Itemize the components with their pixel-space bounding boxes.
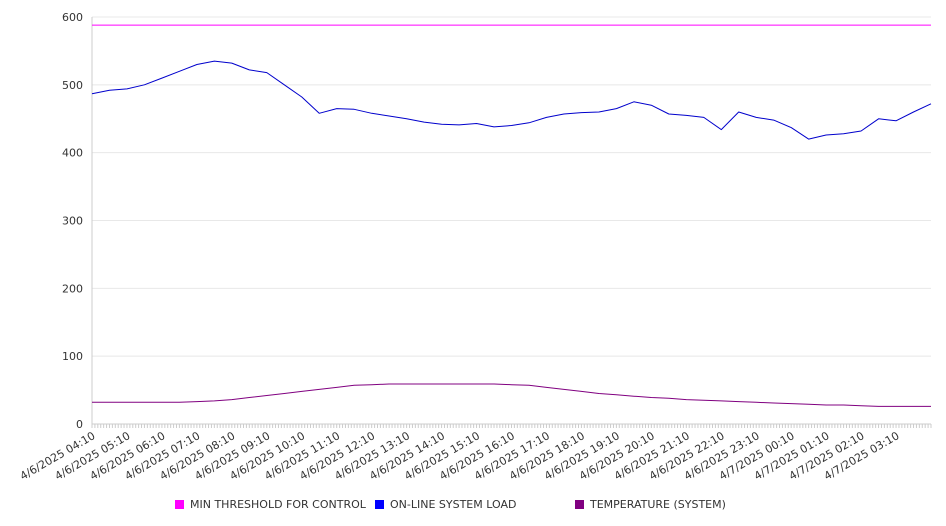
y-tick-label: 0: [76, 418, 83, 431]
legend-swatch-temperature: [575, 500, 584, 509]
y-tick-label: 600: [62, 11, 83, 24]
y-tick-label: 100: [62, 350, 83, 363]
y-tick-label: 400: [62, 147, 83, 160]
legend: MIN THRESHOLD FOR CONTROL ON-LINE SYSTEM…: [0, 498, 946, 514]
legend-swatch-system-load: [375, 500, 384, 509]
y-tick-label: 300: [62, 215, 83, 228]
legend-label-system-load: ON-LINE SYSTEM LOAD: [390, 498, 517, 511]
x-axis-ticks: 4/6/2025 04:104/6/2025 05:104/6/2025 06:…: [18, 424, 932, 483]
legend-swatch-min-threshold: [175, 500, 184, 509]
y-axis-ticks: 0 100 200 300 400 500 600: [62, 11, 83, 431]
legend-item-temperature: TEMPERATURE (SYSTEM): [575, 498, 726, 511]
series-layer: [91, 24, 932, 407]
legend-label-min-threshold: MIN THRESHOLD FOR CONTROL: [190, 498, 366, 511]
y-tick-label: 500: [62, 79, 83, 92]
y-tick-label: 200: [62, 282, 83, 295]
series-line-1: [91, 60, 932, 140]
legend-label-temperature: TEMPERATURE (SYSTEM): [590, 498, 726, 511]
legend-item-system-load: ON-LINE SYSTEM LOAD: [375, 498, 516, 511]
legend-item-min-threshold: MIN THRESHOLD FOR CONTROL: [175, 498, 366, 511]
series-line-2: [92, 383, 931, 407]
grid-lines: [92, 16, 931, 357]
